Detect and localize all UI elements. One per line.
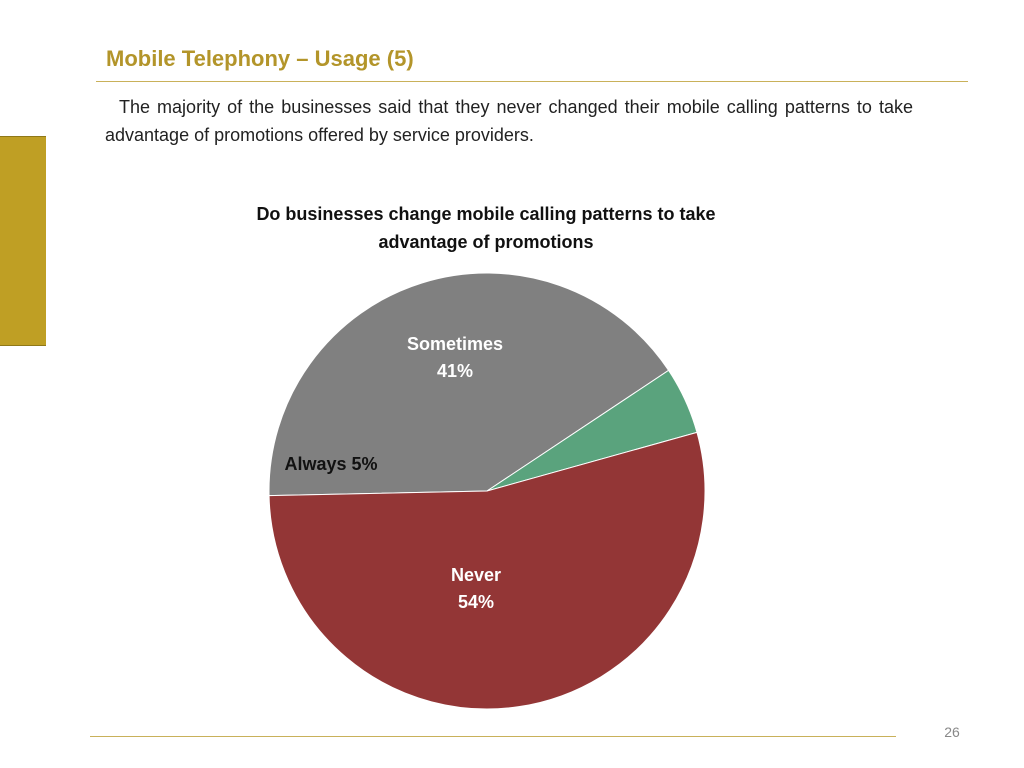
slice-value-always: 5% (352, 454, 378, 474)
slice-label-sometimes: Sometimes 41% (407, 334, 503, 381)
pie-slice-never (268, 431, 706, 710)
body-text: The majority of the businesses said that… (105, 97, 913, 145)
slice-name-never: Never (451, 565, 501, 585)
slice-value-never: 54% (458, 592, 494, 612)
slice-value-sometimes: 41% (437, 361, 473, 381)
footer-divider (90, 736, 896, 737)
page-number: 26 (944, 724, 960, 740)
slice-label-never: Never 54% (451, 565, 501, 612)
side-accent-tab (0, 136, 46, 346)
title-divider (96, 81, 968, 82)
slide-title: Mobile Telephony – Usage (5) (106, 46, 414, 71)
slice-label-always: Always 5% (284, 454, 377, 474)
pie-slice-sometimes (268, 272, 670, 497)
slice-name-sometimes: Sometimes (407, 334, 503, 354)
slice-name-always: Always (284, 454, 351, 474)
chart-title: Do businesses change mobile calling patt… (256, 204, 716, 252)
